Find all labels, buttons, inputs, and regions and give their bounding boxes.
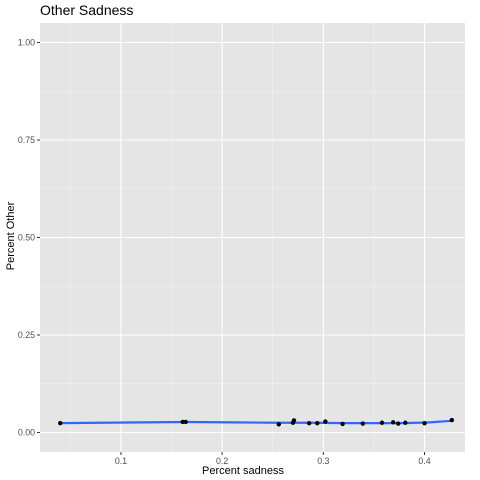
x-tick-label: 0.4 bbox=[418, 456, 430, 466]
smooth-line bbox=[60, 419, 452, 425]
data-point bbox=[340, 421, 345, 427]
major-gridlines bbox=[40, 23, 465, 452]
data-point bbox=[396, 421, 401, 426]
x-tick-label: 0.1 bbox=[115, 456, 127, 466]
chart-title: Other Sadness bbox=[40, 2, 133, 18]
data-point bbox=[449, 417, 455, 423]
x-axis: 0.1 0.2 0.3 0.4 bbox=[115, 452, 431, 466]
data-point bbox=[58, 420, 63, 426]
y-axis-label: Percent Other bbox=[5, 201, 17, 270]
y-tick-label: 0.50 bbox=[18, 233, 35, 243]
data-point bbox=[291, 418, 297, 423]
y-tick-label: 0.75 bbox=[18, 135, 35, 145]
y-tick-label: 1.00 bbox=[18, 38, 35, 48]
y-axis: 0.00 0.25 0.50 0.75 1.00 bbox=[18, 38, 40, 438]
data-point bbox=[390, 420, 396, 425]
x-tick-label: 0.3 bbox=[317, 456, 329, 466]
data-point bbox=[360, 421, 365, 426]
data-point bbox=[315, 420, 320, 426]
data-point bbox=[422, 420, 427, 426]
smooth-layer bbox=[60, 419, 452, 425]
data-point bbox=[403, 420, 408, 425]
y-tick-label: 0.00 bbox=[18, 428, 35, 438]
x-axis-label: Percent sadness bbox=[202, 465, 284, 477]
x-tick-label: 0.2 bbox=[216, 456, 228, 466]
points-layer bbox=[58, 417, 455, 427]
data-point bbox=[323, 419, 328, 424]
data-point bbox=[183, 419, 188, 425]
data-point bbox=[180, 419, 185, 425]
data-point bbox=[306, 420, 312, 426]
data-point bbox=[276, 422, 282, 427]
y-tick-label: 0.25 bbox=[18, 330, 35, 340]
data-point bbox=[379, 420, 385, 425]
